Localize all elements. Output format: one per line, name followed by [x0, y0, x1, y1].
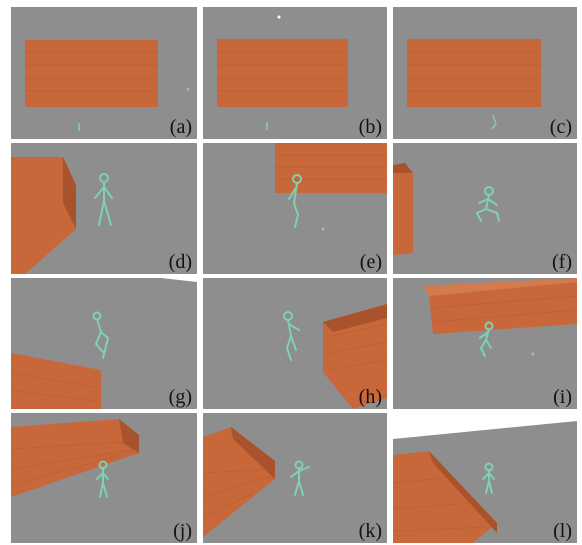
- panel-label: (l): [553, 520, 572, 542]
- panel-label: (e): [359, 251, 382, 273]
- scene-k: [203, 413, 387, 543]
- scene-c: [393, 7, 577, 139]
- panel-e: (e): [203, 143, 387, 274]
- panel-d: (d): [11, 143, 197, 274]
- scene-d: [11, 143, 197, 274]
- panel-k: (k): [203, 413, 387, 543]
- panel-label: (d): [168, 251, 192, 273]
- panel-label: (k): [358, 520, 382, 542]
- panel-j: (j): [11, 413, 197, 543]
- panel-i: (i): [393, 278, 577, 409]
- panel-f: (f): [393, 143, 577, 274]
- panel-label: (h): [358, 386, 382, 408]
- panel-c: (c): [393, 7, 577, 139]
- panel-label: (a): [169, 116, 192, 138]
- panel-l: (l): [393, 413, 577, 543]
- panel-g: (g): [11, 278, 197, 409]
- scene-e: [203, 143, 387, 274]
- scene-h: [203, 278, 387, 409]
- panel-label: (i): [553, 386, 572, 408]
- scene-g: [11, 278, 197, 409]
- panel-label: (f): [552, 251, 572, 273]
- scene-l: [393, 413, 577, 543]
- scene-b: [203, 7, 387, 139]
- scene-i: [393, 278, 577, 409]
- scene-a: [11, 7, 197, 139]
- panel-label: (g): [168, 386, 192, 408]
- panel-label: (b): [358, 116, 382, 138]
- panel-label: (c): [549, 116, 572, 138]
- scene-f: [393, 143, 577, 274]
- panel-label: (j): [173, 520, 192, 542]
- panel-b: (b): [203, 7, 387, 139]
- panel-h: (h): [203, 278, 387, 409]
- panel-a: (a): [11, 7, 197, 139]
- scene-j: [11, 413, 197, 543]
